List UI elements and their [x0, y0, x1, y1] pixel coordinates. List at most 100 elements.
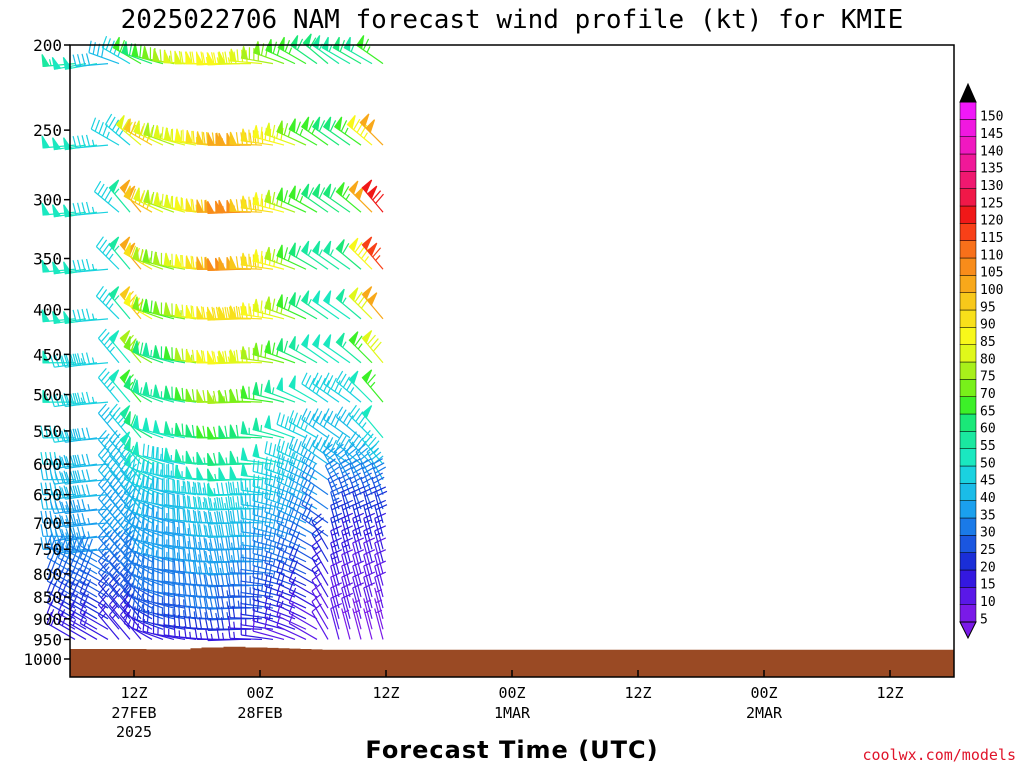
wind-barb: [97, 527, 120, 563]
wind-barb: [288, 591, 318, 620]
wind-barb: [152, 567, 186, 587]
wind-barb: [264, 606, 296, 630]
colorbar-label: 85: [980, 335, 996, 350]
wind-barb: [252, 342, 285, 364]
wind-barb: [57, 591, 87, 620]
y-tick-label: 250: [33, 121, 62, 140]
wind-barb: [108, 179, 131, 213]
wind-barb: [352, 582, 365, 619]
wind-barb: [335, 288, 362, 320]
wind-barb: [252, 515, 285, 537]
wind-barb: [101, 36, 131, 65]
wind-barb: [352, 525, 365, 562]
colorbar-swatch: [959, 465, 977, 484]
wind-barb: [341, 537, 354, 575]
wind-barb: [276, 560, 307, 587]
y-tick-label: 400: [33, 300, 62, 319]
wind-barb: [374, 608, 384, 640]
wind-barb: [363, 598, 373, 630]
wind-barb: [72, 308, 109, 323]
wind-barb: [348, 404, 373, 439]
wind-barb: [341, 582, 354, 619]
colorbar-swatch: [959, 535, 977, 553]
colorbar-label: 10: [980, 595, 996, 610]
wind-barb: [374, 598, 384, 630]
wind-barb: [276, 412, 307, 439]
wind-barb: [264, 246, 296, 270]
wind-barb: [288, 410, 318, 439]
colorbar-label: 45: [980, 474, 996, 489]
colorbar-label: 35: [980, 508, 996, 523]
colorbar-label: 150: [980, 110, 1003, 125]
wind-barb: [361, 286, 384, 320]
wind-barb: [322, 116, 351, 146]
wind-barb: [311, 593, 329, 630]
wind-barb: [252, 417, 285, 439]
colorbar-label: 65: [980, 404, 996, 419]
wind-barb: [108, 605, 131, 640]
wind-barb: [79, 601, 109, 630]
wind-barb: [330, 571, 343, 609]
wind-barb: [300, 240, 329, 270]
wind-barb: [352, 486, 366, 524]
wind-barb: [301, 408, 329, 439]
y-tick-label: 950: [33, 630, 62, 649]
wind-barb: [123, 336, 153, 364]
wind-barb: [277, 36, 307, 65]
wind-barb: [335, 239, 362, 270]
wind-barb: [359, 113, 384, 146]
wind-barb: [374, 525, 387, 562]
wind-barb: [311, 116, 340, 146]
wind-barb: [108, 236, 131, 270]
colorbar-label: 30: [980, 526, 996, 541]
wind-barb: [240, 46, 274, 65]
wind-barb: [276, 497, 307, 524]
wind-barb: [330, 602, 343, 640]
wind-barb: [276, 377, 307, 403]
wind-barb: [374, 571, 387, 609]
colorbar-swatch: [959, 569, 977, 588]
wind-barb: [312, 372, 340, 403]
wind-barb: [276, 571, 307, 598]
colorbar-swatch: [959, 379, 977, 397]
colorbar-label: 5: [980, 612, 988, 627]
x-tick-label: 00Z: [246, 684, 273, 702]
y-tick-label: 450: [33, 345, 62, 364]
wind-barb: [72, 391, 109, 406]
wind-barb: [264, 550, 296, 575]
wind-barb: [72, 134, 109, 149]
x-tick-date: 1MAR: [494, 704, 531, 722]
wind-barb: [322, 290, 351, 320]
wind-barbs: [40, 33, 388, 642]
colorbar-label: 140: [980, 144, 1003, 159]
wind-barb: [240, 385, 274, 403]
wind-barb: [152, 420, 186, 439]
wind-barb: [153, 125, 186, 146]
wind-barb: [152, 579, 186, 598]
colorbar-top-arrow: [959, 82, 977, 103]
wind-barb: [72, 484, 109, 499]
wind-barb: [361, 236, 384, 270]
wind-barb: [288, 611, 318, 640]
colorbar-label: 80: [980, 352, 996, 367]
y-tick-label: 500: [33, 386, 62, 405]
colorbar-swatch: [959, 136, 977, 155]
wind-barb: [240, 591, 274, 609]
x-tick-label: 12Z: [624, 684, 651, 702]
x-tick-date: 27FEB: [111, 704, 156, 722]
wind-barb: [301, 372, 329, 403]
colorbar-swatch: [959, 517, 977, 536]
wind-barb: [97, 551, 120, 586]
wind-barb: [288, 336, 318, 364]
wind-barb: [152, 590, 186, 609]
wind-barb: [227, 481, 263, 496]
wind-barb: [57, 580, 87, 609]
wind-barb: [323, 372, 351, 403]
wind-barb: [323, 408, 351, 439]
wind-barb: [240, 568, 274, 587]
wind-barb: [374, 537, 387, 575]
wind-barb: [311, 603, 329, 640]
wind-barb: [352, 512, 365, 550]
wind-barb: [227, 509, 263, 524]
wind-barb: [302, 33, 329, 65]
